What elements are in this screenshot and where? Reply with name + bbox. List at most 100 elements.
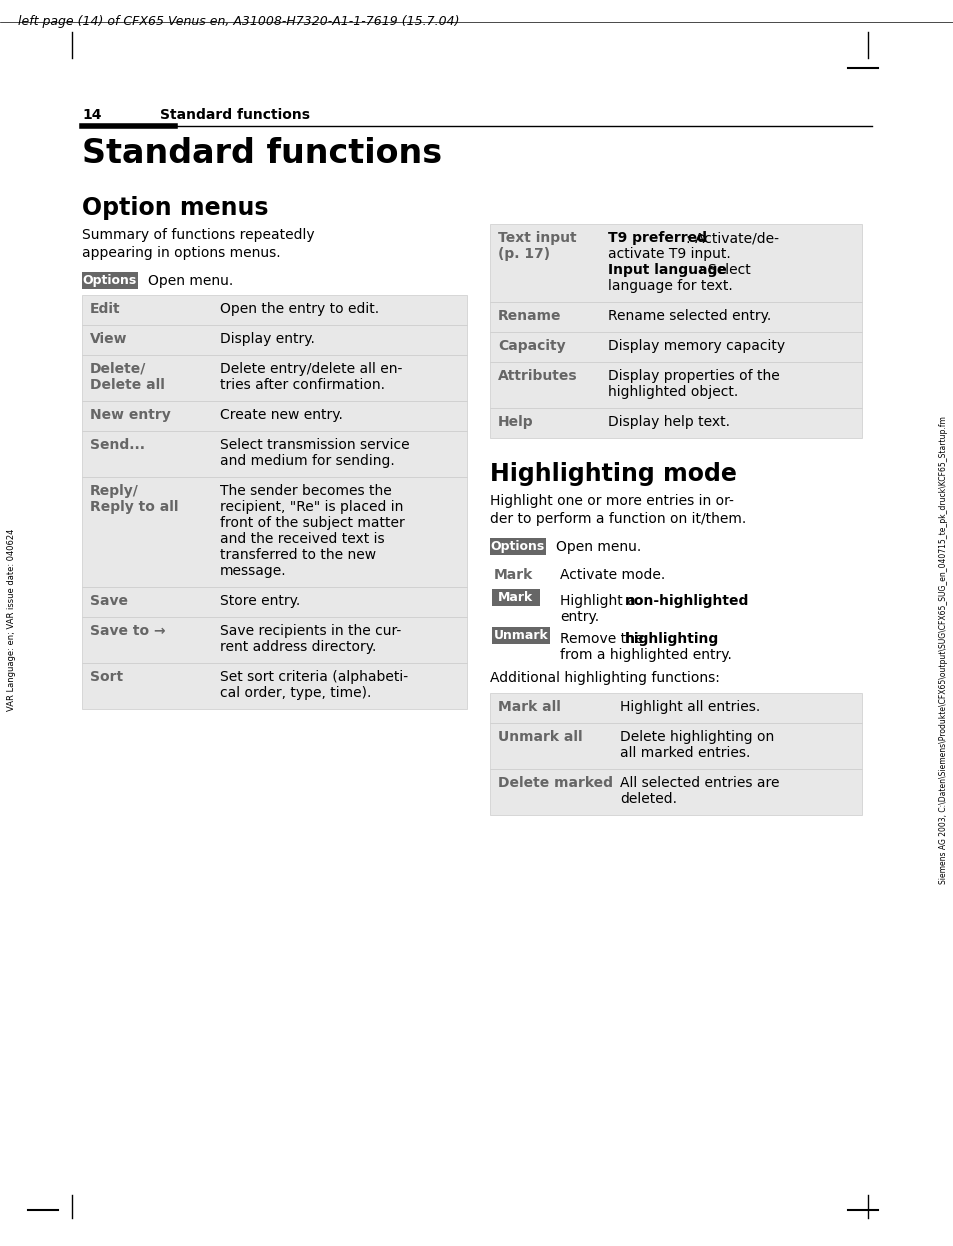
Bar (490, 723, 862, 769)
Bar (82, 617, 467, 663)
Text: New entry: New entry (90, 407, 171, 422)
Text: Input language: Input language (607, 263, 726, 277)
Text: Delete marked: Delete marked (497, 776, 613, 790)
Text: Display help text.: Display help text. (607, 415, 729, 429)
Text: Capacity: Capacity (497, 339, 565, 353)
Text: The sender becomes the: The sender becomes the (220, 483, 392, 498)
Text: Standard functions: Standard functions (82, 137, 441, 169)
Bar (82, 587, 467, 617)
Bar (490, 407, 862, 439)
Text: Reply/: Reply/ (90, 483, 139, 498)
Text: Mark: Mark (494, 568, 533, 582)
Text: left page (14) of CFX65 Venus en, A31008-H7320-A1-1-7619 (15.7.04): left page (14) of CFX65 Venus en, A31008… (18, 15, 459, 27)
Text: T9 preferred: T9 preferred (607, 231, 706, 245)
Text: Save: Save (90, 594, 128, 608)
Text: Open the entry to edit.: Open the entry to edit. (220, 302, 378, 316)
Text: Store entry.: Store entry. (220, 594, 300, 608)
Bar (490, 363, 862, 407)
Bar (82, 355, 467, 401)
Text: Highlight one or more entries in or-
der to perform a function on it/them.: Highlight one or more entries in or- der… (490, 493, 745, 526)
Text: : Activate/de-: : Activate/de- (685, 231, 779, 245)
Text: Set sort criteria (alphabeti-: Set sort criteria (alphabeti- (220, 670, 408, 684)
Text: from a highlighted entry.: from a highlighted entry. (559, 648, 731, 662)
Text: 14: 14 (82, 108, 101, 122)
Bar (490, 538, 545, 554)
Text: Select transmission service: Select transmission service (220, 439, 409, 452)
Text: Open menu.: Open menu. (556, 540, 640, 553)
Text: Standard functions: Standard functions (160, 108, 310, 122)
Bar (490, 302, 862, 331)
Text: and the received text is: and the received text is (220, 532, 384, 546)
Bar (82, 431, 467, 477)
Bar (82, 325, 467, 355)
Text: Delete highlighting on: Delete highlighting on (619, 730, 774, 744)
Text: Attributes: Attributes (497, 369, 577, 383)
Text: Unmark all: Unmark all (497, 730, 582, 744)
Text: Reply to all: Reply to all (90, 500, 178, 515)
Text: Activate mode.: Activate mode. (559, 568, 664, 582)
Bar (492, 627, 550, 644)
Text: Mark: Mark (497, 591, 533, 604)
Bar (492, 589, 539, 606)
Text: Send...: Send... (90, 439, 145, 452)
Text: : Select: : Select (699, 263, 750, 277)
Text: Summary of functions repeatedly
appearing in options menus.: Summary of functions repeatedly appearin… (82, 228, 314, 260)
Text: transferred to the new: transferred to the new (220, 548, 375, 562)
Text: Highlight a: Highlight a (559, 594, 639, 608)
Text: deleted.: deleted. (619, 792, 677, 806)
Text: Mark all: Mark all (497, 700, 560, 714)
Text: Delete/: Delete/ (90, 363, 146, 376)
Text: Delete entry/delete all en-: Delete entry/delete all en- (220, 363, 402, 376)
Text: Display entry.: Display entry. (220, 331, 314, 346)
Text: Sort: Sort (90, 670, 123, 684)
Text: language for text.: language for text. (607, 279, 732, 293)
Text: cal order, type, time).: cal order, type, time). (220, 687, 371, 700)
Text: Display memory capacity: Display memory capacity (607, 339, 784, 353)
Text: entry.: entry. (559, 611, 598, 624)
Bar (82, 272, 138, 289)
Text: front of the subject matter: front of the subject matter (220, 516, 404, 530)
Bar (490, 224, 862, 302)
Text: tries after confirmation.: tries after confirmation. (220, 378, 385, 392)
Bar (490, 331, 862, 363)
Text: non-highlighted: non-highlighted (624, 594, 749, 608)
Text: rent address directory.: rent address directory. (220, 640, 376, 654)
Bar (490, 693, 862, 723)
Text: Save to →: Save to → (90, 624, 166, 638)
Text: Remove the: Remove the (559, 632, 647, 645)
Text: Display properties of the: Display properties of the (607, 369, 779, 383)
Text: highlighted object.: highlighted object. (607, 385, 738, 399)
Text: Options: Options (83, 274, 137, 287)
Text: Create new entry.: Create new entry. (220, 407, 342, 422)
Text: Highlight all entries.: Highlight all entries. (619, 700, 760, 714)
Bar (82, 401, 467, 431)
Text: Rename: Rename (497, 309, 561, 323)
Text: All selected entries are: All selected entries are (619, 776, 779, 790)
Bar (82, 477, 467, 587)
Text: Siemens AG 2003, C:\Daten\Siemens\Produkte\CFX65\output\SUG\CFX65_SUG_en_040715_: Siemens AG 2003, C:\Daten\Siemens\Produk… (939, 416, 947, 883)
Text: Help: Help (497, 415, 533, 429)
Text: Rename selected entry.: Rename selected entry. (607, 309, 770, 323)
Bar (82, 295, 467, 325)
Text: (p. 17): (p. 17) (497, 247, 550, 260)
Text: Delete all: Delete all (90, 378, 165, 392)
Text: and medium for sending.: and medium for sending. (220, 454, 395, 468)
Bar (82, 663, 467, 709)
Text: highlighting: highlighting (624, 632, 719, 645)
Text: Edit: Edit (90, 302, 120, 316)
Text: Save recipients in the cur-: Save recipients in the cur- (220, 624, 401, 638)
Text: Option menus: Option menus (82, 196, 268, 221)
Text: all marked entries.: all marked entries. (619, 746, 750, 760)
Text: Open menu.: Open menu. (148, 274, 233, 288)
Text: recipient, "Re" is placed in: recipient, "Re" is placed in (220, 500, 403, 515)
Bar (490, 769, 862, 815)
Text: activate T9 input.: activate T9 input. (607, 247, 730, 260)
Text: Options: Options (491, 540, 544, 553)
Text: Additional highlighting functions:: Additional highlighting functions: (490, 672, 720, 685)
Text: VAR Language: en; VAR issue date: 040624: VAR Language: en; VAR issue date: 040624 (8, 528, 16, 711)
Text: message.: message. (220, 564, 286, 578)
Text: Text input: Text input (497, 231, 576, 245)
Text: Unmark: Unmark (493, 629, 548, 642)
Text: View: View (90, 331, 128, 346)
Text: Highlighting mode: Highlighting mode (490, 462, 736, 486)
